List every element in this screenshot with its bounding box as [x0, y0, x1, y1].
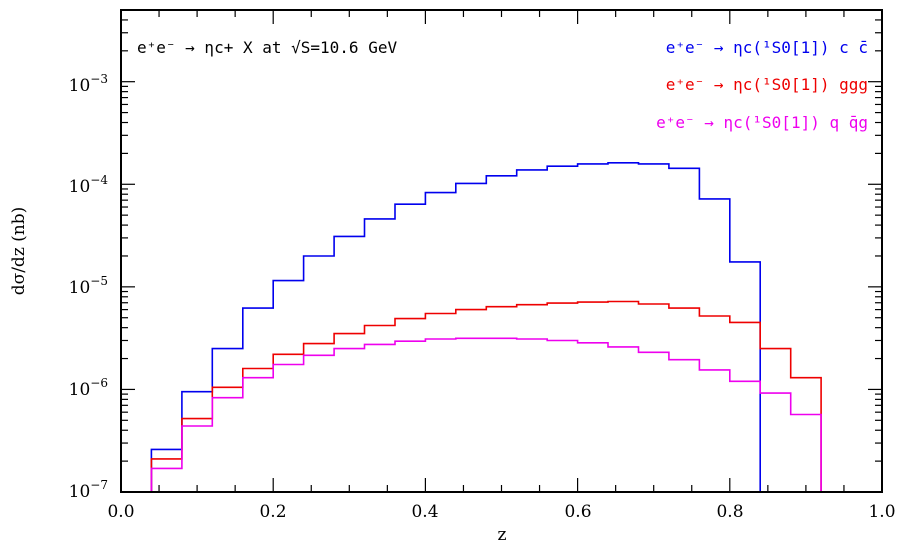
- legend-entry: e⁺e⁻ → ηc(¹S0[1]) ggg: [666, 75, 868, 94]
- y-tick-label: 10−6: [69, 376, 108, 400]
- x-tick-label: 0.2: [259, 502, 286, 522]
- legend-entry: e⁺e⁻ → ηc(¹S0[1]) c c̄: [666, 38, 868, 57]
- y-tick-label: 10−4: [69, 173, 109, 197]
- legend: e⁺e⁻ → ηc(¹S0[1]) c c̄ e⁺e⁻ → ηc(¹S0[1])…: [656, 38, 868, 132]
- x-tick-label: 1.0: [868, 502, 895, 522]
- x-tick-label: 0.8: [716, 502, 743, 522]
- series-line-0: [150, 162, 822, 493]
- x-tick-label: 0.0: [107, 502, 134, 522]
- x-axis-label: z: [498, 525, 507, 545]
- y-axis-label: dσ/dz (nb): [9, 207, 29, 296]
- y-tick-label: 10−3: [69, 72, 108, 96]
- x-ticks: [120, 10, 883, 492]
- x-tick-labels: 0.0 0.2 0.4 0.6 0.8 1.0: [107, 502, 895, 522]
- series-line-2: [150, 337, 822, 492]
- chart-annotation: e⁺e⁻ → ηc+ X at √S=10.6 GeV: [137, 38, 397, 57]
- x-tick-label: 0.6: [564, 502, 591, 522]
- y-tick-labels: 10−7 10−6 10−5 10−4 10−3: [69, 72, 109, 502]
- series-layer: [150, 162, 822, 493]
- y-tick-label: 10−5: [69, 274, 108, 298]
- y-ticks: [121, 9, 882, 493]
- series-line-1: [150, 300, 822, 492]
- legend-entry: e⁺e⁻ → ηc(¹S0[1]) q q̄g: [656, 113, 868, 132]
- x-tick-label: 0.4: [411, 502, 438, 522]
- y-tick-label: 10−7: [69, 478, 108, 502]
